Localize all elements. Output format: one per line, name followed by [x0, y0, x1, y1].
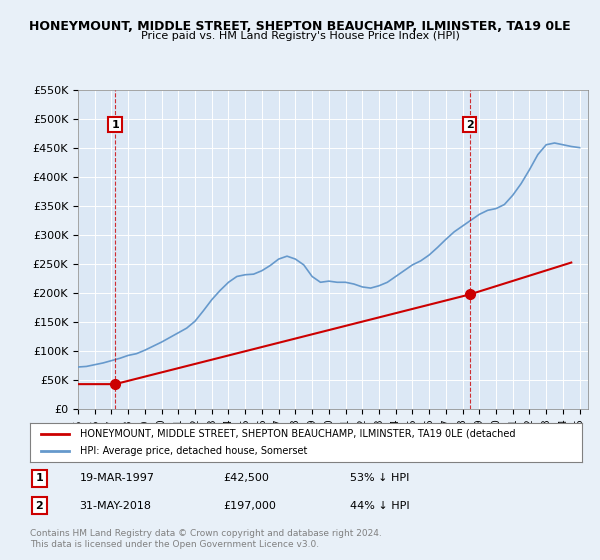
Text: 1: 1 [35, 473, 43, 483]
Text: £197,000: £197,000 [223, 501, 276, 511]
Text: 2: 2 [466, 120, 473, 130]
Text: This data is licensed under the Open Government Licence v3.0.: This data is licensed under the Open Gov… [30, 540, 319, 549]
Text: HONEYMOUNT, MIDDLE STREET, SHEPTON BEAUCHAMP, ILMINSTER, TA19 0LE: HONEYMOUNT, MIDDLE STREET, SHEPTON BEAUC… [29, 20, 571, 32]
Text: Contains HM Land Registry data © Crown copyright and database right 2024.: Contains HM Land Registry data © Crown c… [30, 529, 382, 538]
Text: 1: 1 [111, 120, 119, 130]
Text: 53% ↓ HPI: 53% ↓ HPI [350, 473, 410, 483]
Text: 44% ↓ HPI: 44% ↓ HPI [350, 501, 410, 511]
Text: £42,500: £42,500 [223, 473, 269, 483]
Text: 31-MAY-2018: 31-MAY-2018 [80, 501, 152, 511]
Text: HONEYMOUNT, MIDDLE STREET, SHEPTON BEAUCHAMP, ILMINSTER, TA19 0LE (detached: HONEYMOUNT, MIDDLE STREET, SHEPTON BEAUC… [80, 429, 515, 439]
Text: HPI: Average price, detached house, Somerset: HPI: Average price, detached house, Some… [80, 446, 307, 456]
Text: 19-MAR-1997: 19-MAR-1997 [80, 473, 155, 483]
Text: Price paid vs. HM Land Registry's House Price Index (HPI): Price paid vs. HM Land Registry's House … [140, 31, 460, 41]
Text: 2: 2 [35, 501, 43, 511]
